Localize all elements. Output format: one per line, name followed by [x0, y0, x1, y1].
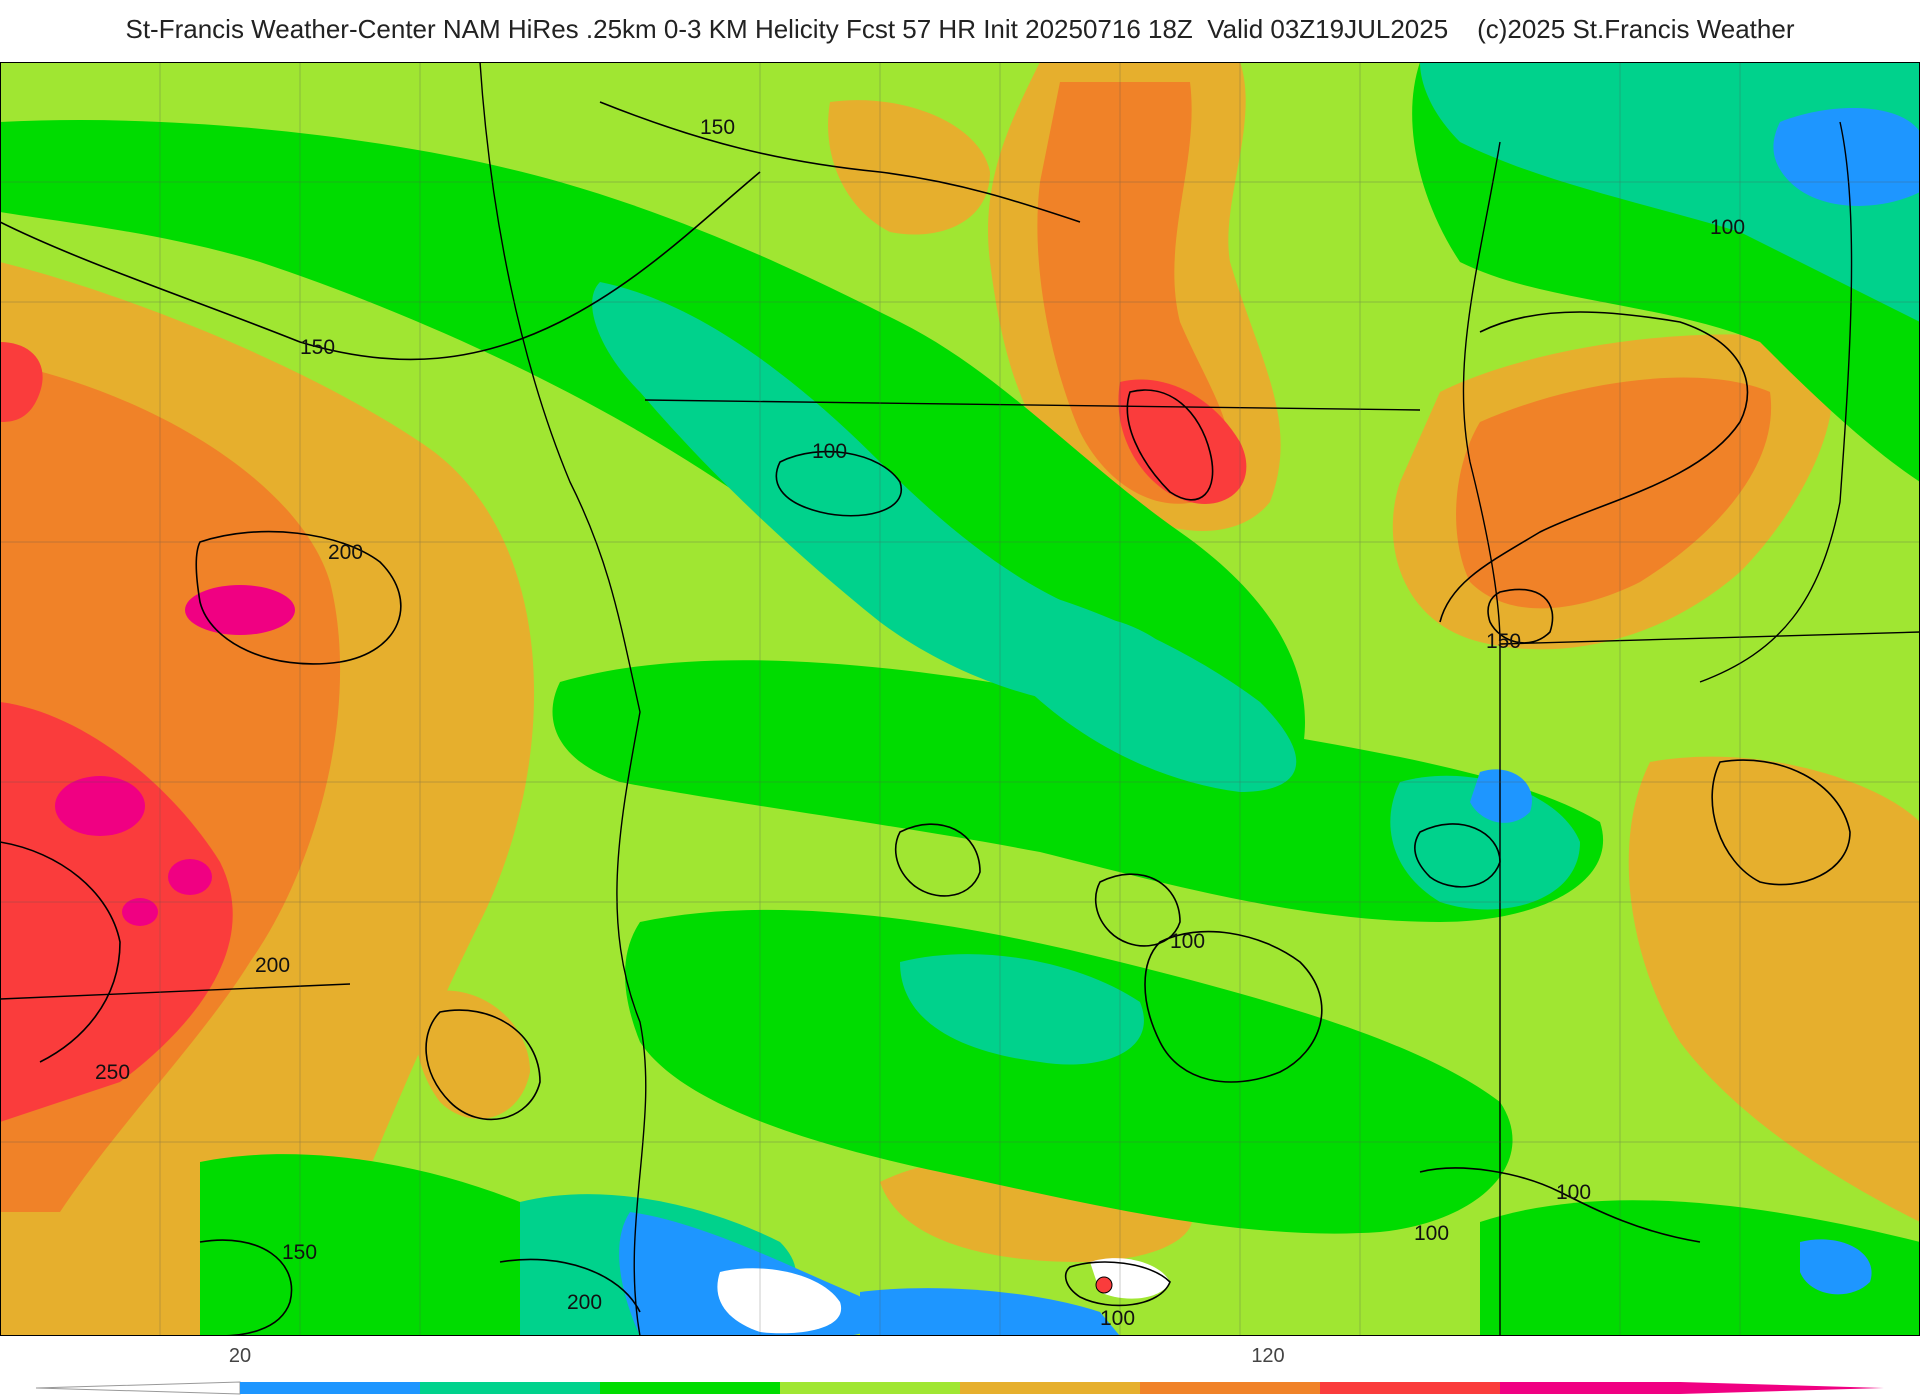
colorbar-high-arrow [1680, 1382, 1884, 1394]
teal-center [982, 582, 1297, 792]
north-orange-field-2 [828, 100, 990, 235]
contour-label: 150 [282, 1241, 317, 1264]
contour-label: 100 [1414, 1222, 1449, 1245]
north-red-field [1118, 379, 1247, 504]
contour-lines [0, 101, 1851, 1336]
contour-label: 200 [328, 541, 363, 564]
west-red-field-2 [0, 342, 43, 422]
colorbar-swatches [240, 1382, 1681, 1394]
contour-label: 100 [812, 440, 847, 463]
colorbar-swatch [960, 1382, 1141, 1394]
contour-label: 150 [700, 116, 735, 139]
state-boundaries [0, 62, 1920, 1336]
colorbar-swatch [600, 1382, 781, 1394]
northeast-deep-orange-field [1456, 377, 1772, 609]
contour-label: 200 [567, 1291, 602, 1314]
colorbar-swatch [240, 1382, 421, 1394]
contour-label: 150 [1486, 630, 1521, 653]
colorbar-swatch [1500, 1382, 1681, 1394]
contour-label: 100 [1710, 216, 1745, 239]
colorbar-swatch [780, 1382, 961, 1394]
southwest-orange-field [416, 990, 530, 1119]
green-band-central [552, 660, 1604, 922]
contour-label: 250 [95, 1061, 130, 1084]
magenta-spot-3 [168, 859, 212, 895]
blue-east [1470, 769, 1532, 823]
green-southeast [1480, 1200, 1920, 1336]
contour-label: 150 [300, 336, 335, 359]
east-orange-field [1628, 756, 1920, 1222]
contour-label: 100 [1556, 1181, 1591, 1204]
colorbar: 20 120 [35, 1345, 1884, 1395]
contour-label: 100 [1100, 1307, 1135, 1330]
blue-south-2 [860, 1288, 1120, 1336]
teal-east [1390, 775, 1580, 910]
county-lines [0, 62, 1920, 1336]
green-band-south [625, 909, 1513, 1234]
colorbar-tick-label: 20 [229, 1345, 251, 1367]
contour-label: 100 [1170, 930, 1205, 953]
chart-title: St-Francis Weather-Center NAM HiRes .25k… [125, 14, 1795, 44]
colorbar-tick-label: 120 [1251, 1345, 1284, 1367]
colorbar-swatch [1320, 1382, 1501, 1394]
teal-south [900, 954, 1144, 1065]
contour-label-group: 150 150 100 100 150 200 200 250 100 100 … [95, 116, 1745, 1330]
white-south [717, 1268, 842, 1334]
contour-label: 200 [255, 954, 290, 977]
magenta-spot-4 [122, 898, 158, 926]
colorbar-swatch [1140, 1382, 1321, 1394]
blue-northeast [1773, 108, 1920, 206]
colorbar-low-arrow [35, 1381, 241, 1395]
red-dot-south [1095, 1276, 1113, 1294]
colorbar-swatch [420, 1382, 601, 1394]
magenta-spot-2 [55, 776, 145, 836]
magenta-spot-1 [185, 585, 295, 635]
blue-southeast [1800, 1239, 1872, 1295]
helicity-map: 150 150 100 100 150 200 200 250 100 100 … [0, 62, 1920, 1336]
